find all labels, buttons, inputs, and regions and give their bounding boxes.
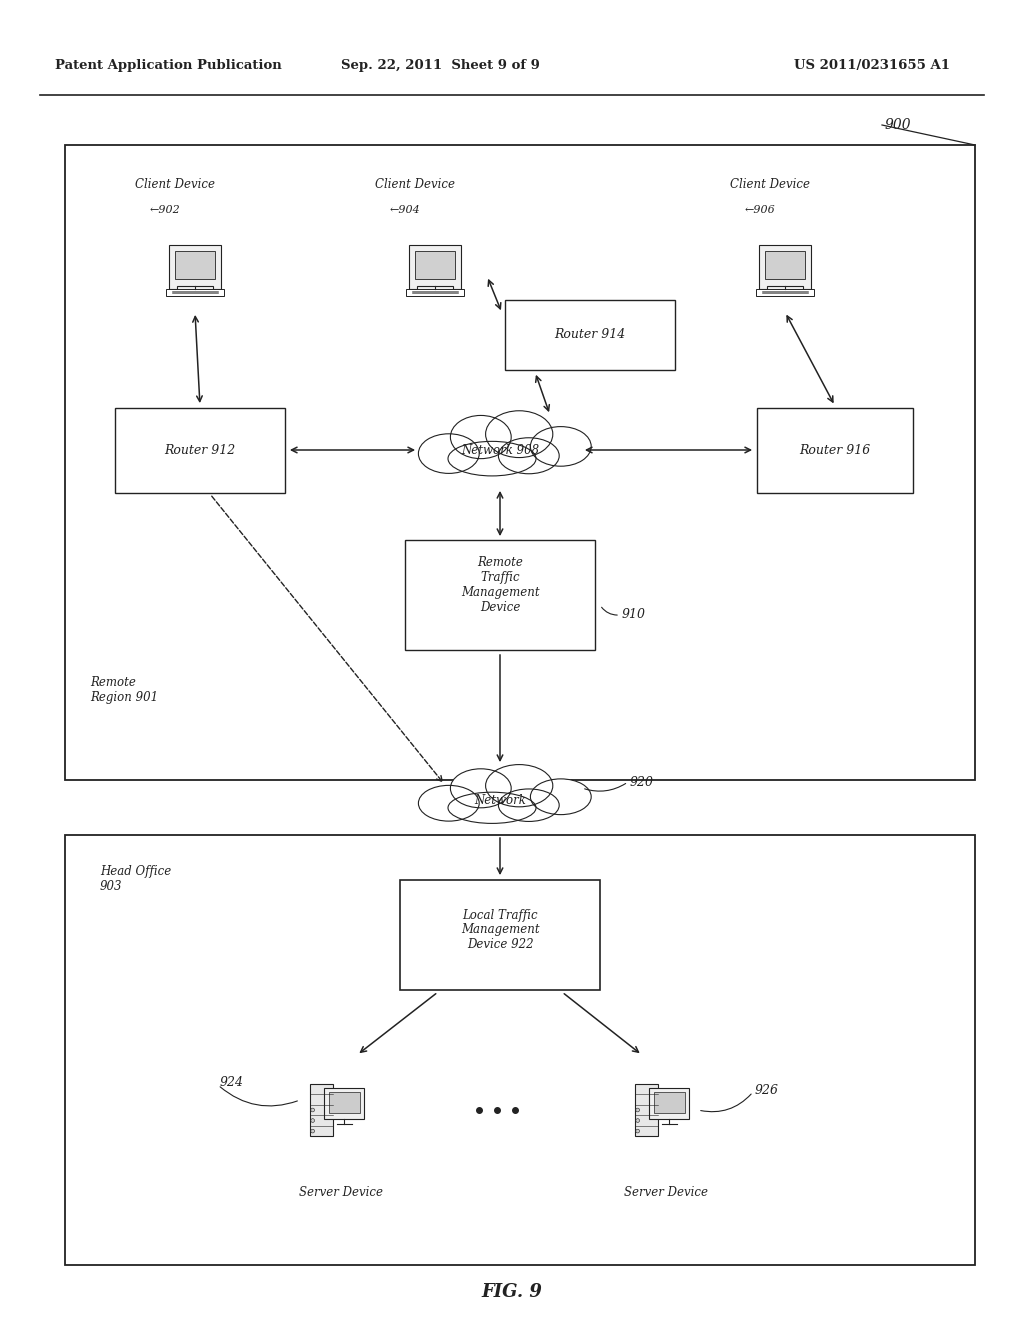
Text: Patent Application Publication: Patent Application Publication	[55, 58, 282, 71]
Text: Router 914: Router 914	[554, 329, 626, 342]
Text: 920: 920	[630, 776, 654, 788]
Bar	[406, 540, 595, 649]
Text: 926: 926	[755, 1084, 779, 1097]
Bar	[767, 285, 803, 290]
Ellipse shape	[530, 779, 591, 814]
Text: US 2011/0231655 A1: US 2011/0231655 A1	[794, 58, 950, 71]
Bar	[115, 408, 285, 492]
Ellipse shape	[451, 416, 511, 458]
Ellipse shape	[499, 438, 559, 474]
Bar	[175, 251, 215, 280]
Bar	[169, 246, 221, 289]
Bar	[309, 1084, 333, 1137]
Bar	[757, 289, 814, 296]
Text: ←904: ←904	[390, 205, 421, 215]
Bar	[329, 1092, 360, 1113]
Bar	[635, 1084, 658, 1137]
Bar	[65, 836, 975, 1265]
Text: Sep. 22, 2011  Sheet 9 of 9: Sep. 22, 2011 Sheet 9 of 9	[341, 58, 540, 71]
Text: ←906: ←906	[745, 205, 776, 215]
Text: Server Device: Server Device	[624, 1187, 708, 1200]
Text: Head Office
903: Head Office 903	[100, 865, 171, 894]
Ellipse shape	[449, 441, 536, 477]
Circle shape	[636, 1129, 640, 1133]
Bar	[417, 285, 454, 290]
Ellipse shape	[485, 411, 553, 458]
Text: Local Traffic
Management
Device 922: Local Traffic Management Device 922	[461, 908, 540, 952]
Circle shape	[311, 1129, 314, 1133]
Text: 900: 900	[885, 117, 911, 132]
Bar	[407, 289, 464, 296]
Bar	[409, 246, 461, 289]
Ellipse shape	[419, 785, 479, 821]
Text: Router 916: Router 916	[800, 444, 870, 457]
Bar	[758, 408, 912, 492]
Bar	[65, 145, 975, 780]
Text: Client Device: Client Device	[135, 178, 215, 191]
Bar	[653, 1092, 685, 1113]
Bar	[325, 1088, 365, 1119]
Bar	[765, 251, 805, 280]
Text: 910: 910	[622, 609, 646, 622]
Ellipse shape	[530, 426, 591, 466]
Bar	[415, 251, 456, 280]
Circle shape	[636, 1118, 640, 1122]
Circle shape	[311, 1109, 314, 1111]
Bar	[649, 1088, 689, 1119]
Text: Network: Network	[474, 793, 526, 807]
Text: FIG. 9: FIG. 9	[481, 1283, 543, 1302]
Circle shape	[636, 1109, 640, 1111]
Text: 924: 924	[220, 1076, 244, 1089]
Ellipse shape	[451, 768, 511, 808]
Text: Server Device: Server Device	[299, 1187, 383, 1200]
Text: Remote
Traffic
Management
Device: Remote Traffic Management Device	[461, 556, 540, 614]
Circle shape	[311, 1118, 314, 1122]
Text: Remote
Region 901: Remote Region 901	[90, 676, 158, 704]
Bar	[759, 246, 811, 289]
Text: Router 912: Router 912	[165, 444, 236, 457]
Bar	[400, 880, 600, 990]
Ellipse shape	[485, 764, 553, 807]
Bar	[177, 285, 213, 290]
Ellipse shape	[449, 792, 536, 824]
Text: Client Device: Client Device	[730, 178, 810, 191]
Bar	[505, 300, 675, 370]
Bar	[166, 289, 223, 296]
Text: Network 908: Network 908	[461, 444, 539, 457]
Ellipse shape	[499, 789, 559, 821]
Text: ←902: ←902	[150, 205, 181, 215]
Ellipse shape	[419, 434, 479, 474]
Text: Client Device: Client Device	[375, 178, 455, 191]
